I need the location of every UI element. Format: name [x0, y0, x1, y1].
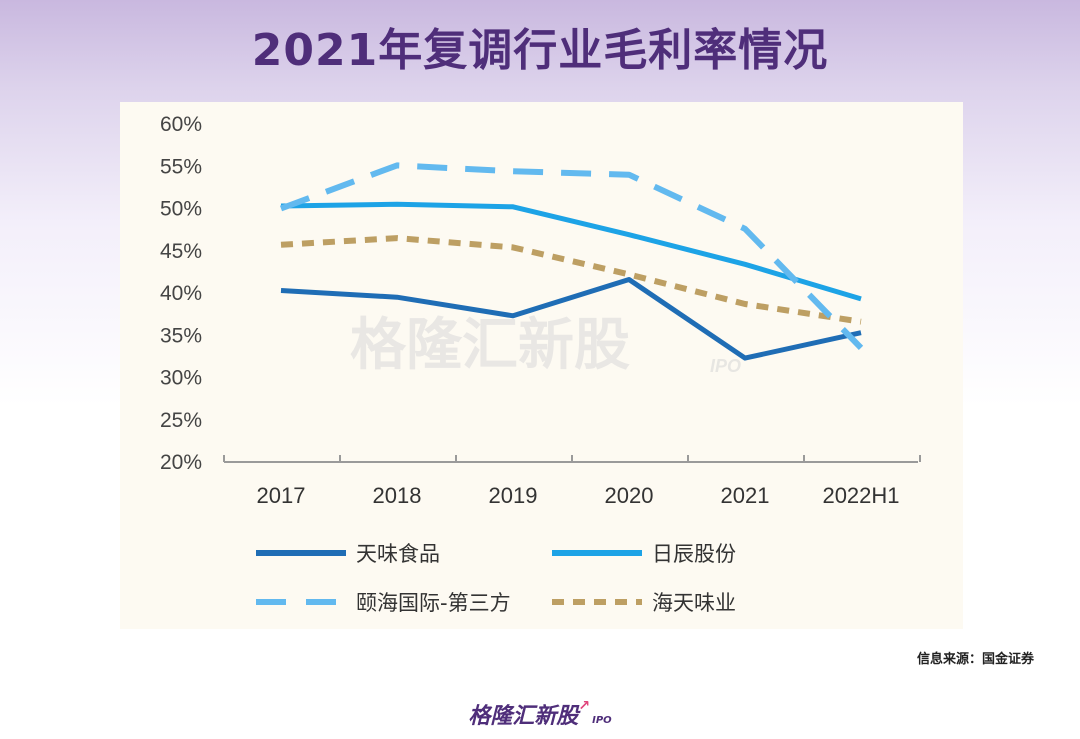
y-tick-label: 30%	[160, 367, 202, 390]
y-tick-label: 60%	[160, 113, 202, 136]
x-tick-label: 2020	[605, 483, 654, 508]
logo-sub-text: IPO	[592, 715, 612, 726]
series-line-3	[280, 235, 862, 325]
y-axis: 20% 25% 30% 35% 40% 45% 50% 55% 60%	[160, 113, 202, 474]
legend-label: 海天味业	[652, 591, 736, 615]
x-tick-label: 2022H1	[822, 483, 899, 508]
series-line-1	[280, 201, 862, 302]
y-tick-label: 25%	[160, 409, 202, 432]
x-tick-label: 2018	[373, 483, 422, 508]
y-tick-label: 50%	[160, 198, 202, 221]
logo-text: 格隆汇新股	[468, 704, 579, 729]
trend-arrow-icon: ↗	[578, 698, 591, 714]
y-tick-label: 45%	[160, 240, 202, 263]
brand-logo: 格隆汇新股↗IPO	[0, 698, 1080, 730]
x-tick-label: 2017	[257, 483, 306, 508]
watermark-text: 格隆汇新股	[350, 313, 630, 378]
series-lines	[279, 162, 864, 361]
y-tick-label: 55%	[160, 155, 202, 178]
watermark: 格隆汇新股 IPO	[350, 313, 741, 378]
chart-panel: 格隆汇新股 IPO 20% 25% 30% 35% 40% 45% 50% 55% 60% 20…	[120, 102, 963, 629]
legend-label: 日辰股份	[652, 542, 736, 566]
page-title: 2021年复调行业毛利率情况	[251, 25, 829, 76]
x-tick-label: 2021	[721, 483, 770, 508]
series-line-0	[280, 277, 862, 361]
series-line-2	[279, 162, 864, 350]
y-tick-label: 35%	[160, 324, 202, 347]
legend-label: 颐海国际-第三方	[356, 591, 511, 615]
line-chart: 格隆汇新股 IPO 20% 25% 30% 35% 40% 45% 50% 55% 60% 20…	[160, 113, 921, 615]
x-axis: 2017 2018 2019 2020 2021 2022H1	[223, 455, 921, 508]
y-tick-label: 40%	[160, 282, 202, 305]
legend-label: 天味食品	[356, 542, 440, 566]
x-tick-label: 2019	[489, 483, 538, 508]
y-tick-label: 20%	[160, 451, 202, 474]
watermark-sub-text: IPO	[710, 356, 741, 376]
source-note: 信息来源：国金证券	[916, 652, 1034, 667]
